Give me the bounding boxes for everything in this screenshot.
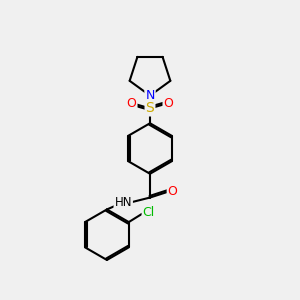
Text: O: O — [168, 184, 178, 197]
Text: O: O — [127, 97, 136, 110]
Text: O: O — [164, 97, 173, 110]
Text: HN: HN — [115, 196, 132, 209]
Text: N: N — [145, 89, 155, 102]
Text: S: S — [146, 101, 154, 116]
Text: Cl: Cl — [142, 206, 155, 219]
